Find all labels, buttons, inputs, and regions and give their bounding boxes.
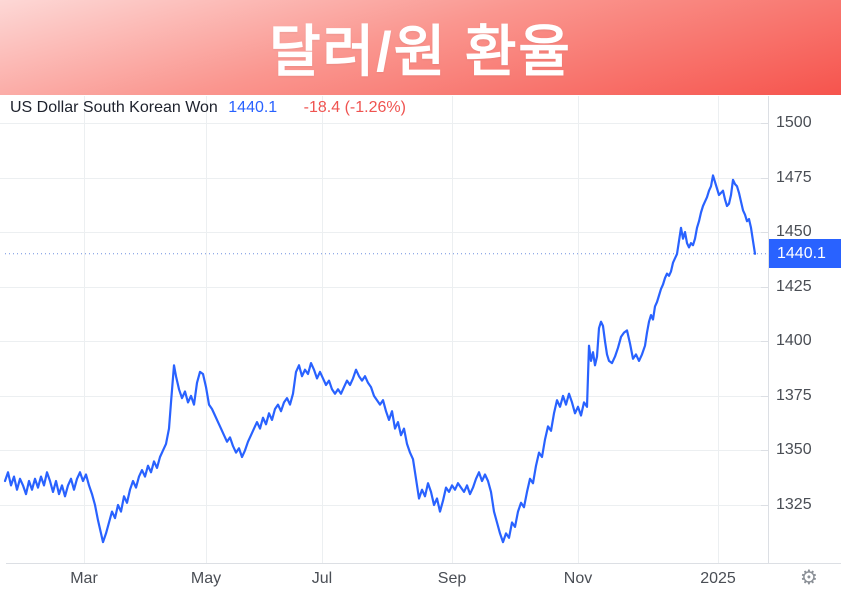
- settings-button[interactable]: ⚙: [795, 565, 823, 591]
- x-axis-label: Jul: [311, 570, 333, 587]
- symbol-price: 1440.1: [228, 99, 278, 116]
- y-axis-label: 1375: [776, 386, 812, 404]
- x-axis-label: Sep: [437, 570, 467, 587]
- page-title: 달러/원 환율: [269, 20, 572, 83]
- y-axis-label: 1475: [776, 168, 812, 186]
- x-axis-label: 2025: [700, 570, 736, 587]
- gear-icon: ⚙: [800, 567, 818, 589]
- x-axis-label: Nov: [563, 570, 593, 587]
- y-axis-label: 1450: [776, 223, 812, 241]
- x-axis-label: Mar: [70, 570, 98, 587]
- x-axis-label: May: [190, 570, 222, 587]
- symbol-change: -18.4 (-1.26%): [303, 99, 406, 116]
- time-axis[interactable]: Mar May Jul Sep Nov 2025: [0, 564, 841, 595]
- title-banner: 달러/원 환율: [0, 0, 841, 95]
- price-line-series: [3, 174, 757, 544]
- y-axis-label: 1350: [776, 441, 812, 459]
- price-axis[interactable]: 1500 1475 1450 1425 1400 1375 1350 1325: [768, 96, 841, 563]
- y-axis-label: 1425: [776, 277, 812, 295]
- symbol-header: US Dollar South Korean Won 1440.1 -18.4 …: [10, 99, 406, 117]
- symbol-name: US Dollar South Korean Won: [10, 99, 218, 116]
- y-axis-label: 1325: [776, 496, 812, 514]
- y-axis-label: 1400: [776, 332, 812, 350]
- last-price-label: 1440.1: [769, 239, 841, 269]
- y-axis-label: 1500: [776, 114, 812, 131]
